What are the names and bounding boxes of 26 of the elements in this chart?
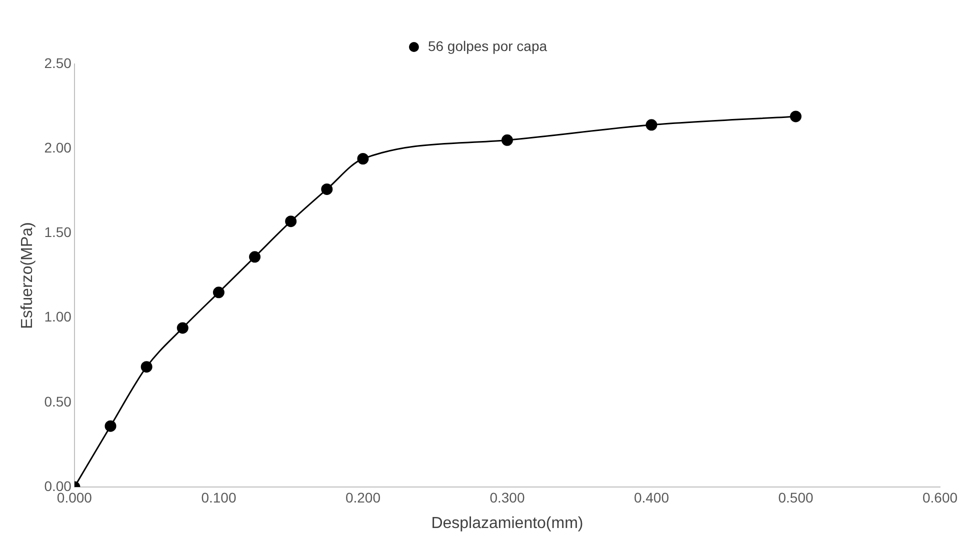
x-tick-label: 0.200 — [345, 489, 381, 506]
y-axis-title: Esfuerzo(MPa) — [19, 222, 36, 329]
y-tick-label: 0.00 — [44, 478, 72, 494]
x-tick-label: 0.500 — [778, 489, 814, 506]
y-tick-label: 1.50 — [44, 224, 72, 240]
y-tick-label: 0.50 — [44, 393, 72, 410]
x-tick-label: 0.400 — [634, 489, 670, 506]
point — [321, 183, 333, 195]
point — [357, 153, 369, 164]
point — [285, 216, 297, 228]
legend-label: 56 golpes por capa — [428, 38, 548, 54]
point — [501, 134, 513, 146]
y-tick-label: 2.50 — [44, 54, 72, 71]
point — [790, 110, 802, 122]
x-tick-label: 0.100 — [201, 489, 236, 506]
x-tick-label: 0.600 — [922, 489, 958, 506]
point — [140, 361, 152, 373]
point — [212, 286, 224, 298]
point — [176, 322, 188, 334]
y-tick-label: 2.00 — [44, 139, 72, 156]
x-axis-title: Desplazamiento(mm) — [431, 514, 584, 532]
x-tick-label: 0.300 — [490, 489, 525, 506]
y-tick-label: 1.00 — [44, 308, 72, 325]
point — [104, 420, 116, 432]
point — [646, 119, 658, 131]
point — [249, 251, 261, 263]
